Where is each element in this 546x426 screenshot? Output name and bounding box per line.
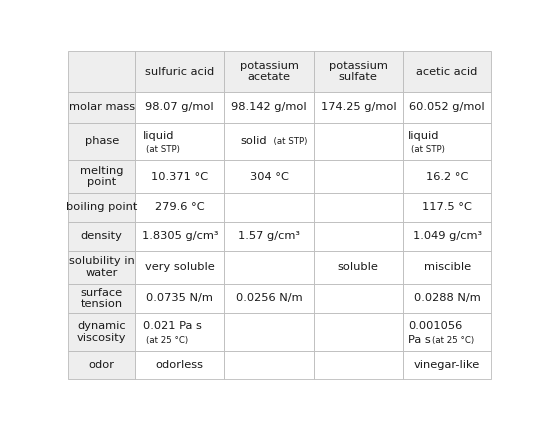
Text: 16.2 °C: 16.2 °C xyxy=(426,172,468,181)
Bar xyxy=(403,160,491,193)
Text: 98.07 g/mol: 98.07 g/mol xyxy=(145,102,214,112)
Text: Pa s: Pa s xyxy=(408,335,431,345)
Text: 304 °C: 304 °C xyxy=(250,172,288,181)
Bar xyxy=(135,92,224,123)
Bar xyxy=(135,222,224,251)
Text: (at 25 °C): (at 25 °C) xyxy=(432,336,474,345)
Bar xyxy=(68,351,135,379)
Text: vinegar-like: vinegar-like xyxy=(414,360,480,370)
Text: boiling point: boiling point xyxy=(66,202,138,213)
Bar xyxy=(313,51,403,92)
Text: 117.5 °C: 117.5 °C xyxy=(422,202,472,213)
Text: 0.0256 N/m: 0.0256 N/m xyxy=(236,294,302,303)
Bar xyxy=(68,51,135,92)
Text: potassium
acetate: potassium acetate xyxy=(240,61,299,82)
Bar xyxy=(224,193,313,222)
Bar xyxy=(313,284,403,313)
Bar xyxy=(68,123,135,160)
Text: 98.142 g/mol: 98.142 g/mol xyxy=(231,102,307,112)
Bar xyxy=(403,123,491,160)
Bar xyxy=(313,222,403,251)
Bar xyxy=(68,284,135,313)
Bar xyxy=(224,313,313,351)
Text: (at STP): (at STP) xyxy=(146,145,180,154)
Text: (at STP): (at STP) xyxy=(412,145,446,154)
Text: 1.049 g/cm³: 1.049 g/cm³ xyxy=(413,231,482,241)
Bar xyxy=(68,222,135,251)
Bar xyxy=(135,193,224,222)
Bar xyxy=(68,92,135,123)
Text: liquid: liquid xyxy=(143,131,174,141)
Text: odor: odor xyxy=(88,360,115,370)
Bar xyxy=(135,251,224,284)
Bar xyxy=(68,313,135,351)
Bar xyxy=(68,160,135,193)
Bar xyxy=(403,193,491,222)
Bar xyxy=(403,284,491,313)
Text: odorless: odorless xyxy=(156,360,204,370)
Text: potassium
sulfate: potassium sulfate xyxy=(329,61,388,82)
Text: solubility in
water: solubility in water xyxy=(69,256,134,278)
Bar xyxy=(224,222,313,251)
Bar xyxy=(135,51,224,92)
Bar xyxy=(135,123,224,160)
Bar xyxy=(403,222,491,251)
Text: liquid: liquid xyxy=(408,131,440,141)
Bar xyxy=(135,351,224,379)
Text: 279.6 °C: 279.6 °C xyxy=(155,202,205,213)
Text: acetic acid: acetic acid xyxy=(417,66,478,77)
Text: soluble: soluble xyxy=(338,262,379,272)
Text: solid: solid xyxy=(240,136,267,147)
Text: 60.052 g/mol: 60.052 g/mol xyxy=(410,102,485,112)
Text: 0.001056: 0.001056 xyxy=(408,321,462,331)
Text: surface
tension: surface tension xyxy=(81,288,123,309)
Bar xyxy=(313,123,403,160)
Text: dynamic
viscosity: dynamic viscosity xyxy=(77,321,127,343)
Text: (at 25 °C): (at 25 °C) xyxy=(146,336,188,345)
Text: molar mass: molar mass xyxy=(69,102,135,112)
Bar xyxy=(313,160,403,193)
Bar xyxy=(224,123,313,160)
Text: 0.0288 N/m: 0.0288 N/m xyxy=(414,294,480,303)
Bar xyxy=(403,313,491,351)
Text: phase: phase xyxy=(85,136,119,147)
Bar xyxy=(403,351,491,379)
Text: 174.25 g/mol: 174.25 g/mol xyxy=(321,102,396,112)
Bar xyxy=(403,92,491,123)
Bar xyxy=(403,51,491,92)
Text: miscible: miscible xyxy=(424,262,471,272)
Bar xyxy=(224,251,313,284)
Bar xyxy=(224,92,313,123)
Bar xyxy=(68,251,135,284)
Bar xyxy=(313,351,403,379)
Bar xyxy=(313,193,403,222)
Bar xyxy=(313,92,403,123)
Bar xyxy=(224,160,313,193)
Bar xyxy=(68,193,135,222)
Text: 10.371 °C: 10.371 °C xyxy=(151,172,209,181)
Bar xyxy=(313,313,403,351)
Text: 0.021 Pa s: 0.021 Pa s xyxy=(143,321,201,331)
Text: (at STP): (at STP) xyxy=(268,137,307,146)
Bar xyxy=(224,351,313,379)
Text: melting
point: melting point xyxy=(80,166,123,187)
Bar xyxy=(135,160,224,193)
Bar xyxy=(135,313,224,351)
Text: sulfuric acid: sulfuric acid xyxy=(145,66,215,77)
Bar xyxy=(313,251,403,284)
Bar xyxy=(224,284,313,313)
Text: 1.57 g/cm³: 1.57 g/cm³ xyxy=(238,231,300,241)
Bar xyxy=(224,51,313,92)
Bar xyxy=(135,284,224,313)
Text: very soluble: very soluble xyxy=(145,262,215,272)
Text: 0.0735 N/m: 0.0735 N/m xyxy=(146,294,213,303)
Bar xyxy=(403,251,491,284)
Text: 1.8305 g/cm³: 1.8305 g/cm³ xyxy=(141,231,218,241)
Text: density: density xyxy=(81,231,123,241)
